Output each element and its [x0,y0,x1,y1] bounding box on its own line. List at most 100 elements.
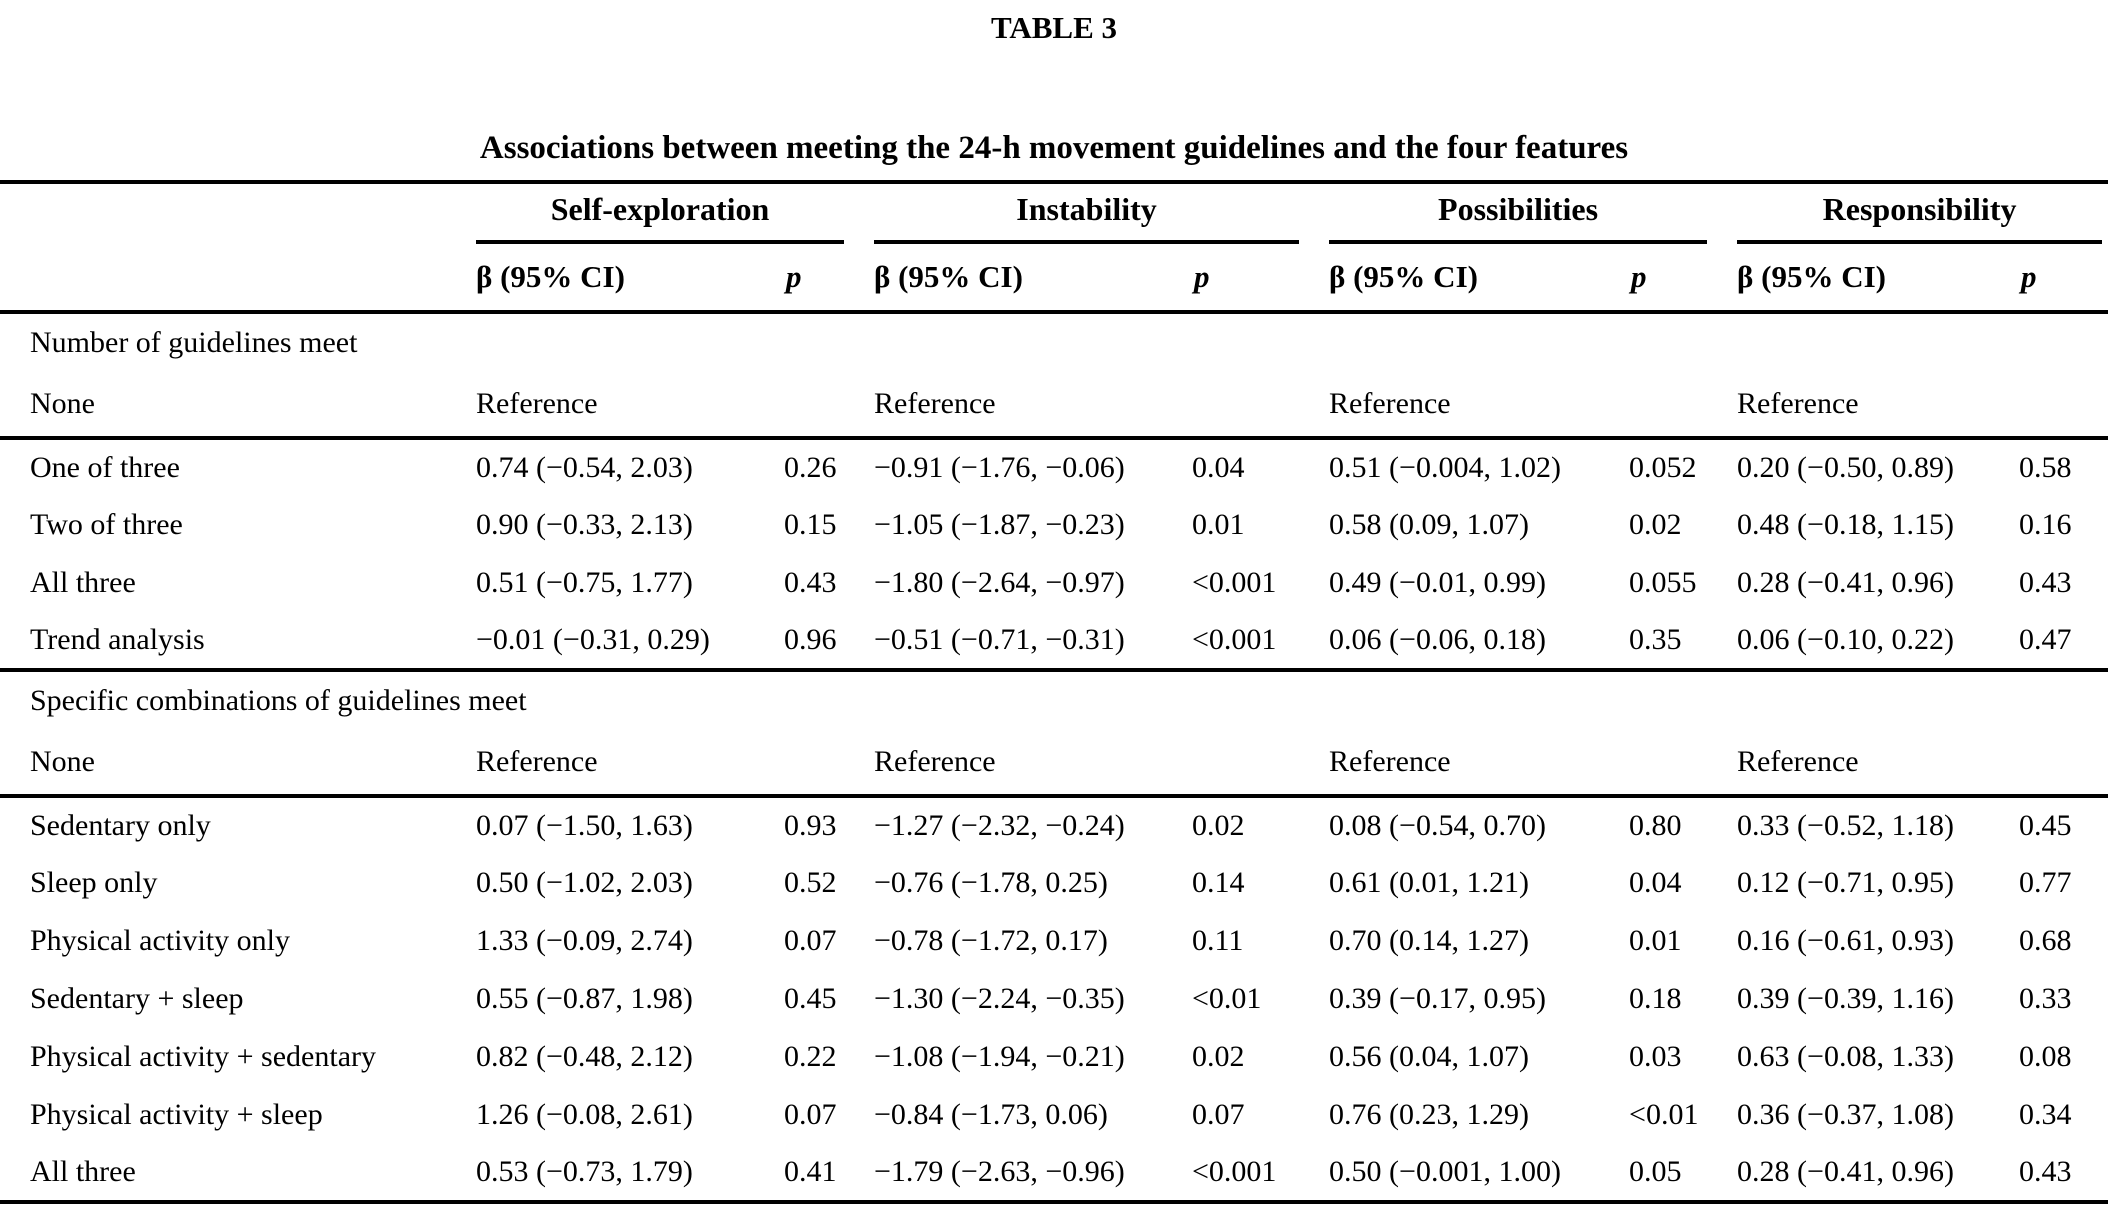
beta-ci-cell: 0.20 (−0.50, 0.89) [1737,451,1954,484]
p-value-cell: 0.07 [784,924,837,957]
table-row: None Reference Reference Reference Refer… [0,730,2108,798]
p-value-cell: <0.001 [1186,1144,1324,1204]
section-header: Number of guidelines meet [30,326,358,359]
beta-ci-cell: 0.61 (0.01, 1.21) [1329,866,1530,899]
beta-ci-cell: 0.90 (−0.33, 2.13) [476,508,693,541]
row-label: Sedentary only [30,809,211,842]
beta-ci-header: β (95% CI) [1323,244,1624,314]
table-row: All three 0.53 (−0.73, 1.79) 0.41 −1.79 … [0,1144,2108,1204]
beta-ci-cell: 0.12 (−0.71, 0.95) [1737,866,1954,899]
p-value-cell: 0.05 [1623,1144,1732,1204]
table-row: Physical activity + sleep 1.26 (−0.08, 2… [0,1086,2108,1144]
beta-ci-cell: 0.76 (0.23, 1.29) [1329,1098,1530,1131]
beta-ci-cell: 0.51 (−0.75, 1.77) [476,566,693,599]
table-row: All three 0.51 (−0.75, 1.77) 0.43 −1.80 … [0,554,2108,612]
beta-ci-cell: −1.30 (−2.24, −0.35) [874,982,1125,1015]
table-body: Number of guidelines meet None Reference… [0,312,2108,1204]
beta-ci-cell: 0.50 (−1.02, 2.03) [476,866,693,899]
row-label: Physical activity only [30,924,290,957]
group-header-possibilities: Possibilities [1323,182,1731,244]
p-value-cell: <0.01 [1192,982,1262,1015]
beta-ci-cell: Reference [470,730,778,798]
p-value-cell: <0.001 [1186,612,1324,672]
beta-ci-cell: −0.84 (−1.73, 0.06) [874,1098,1108,1131]
group-header-label: Self-exploration [476,191,845,244]
row-label: All three [0,1144,470,1204]
row-label: One of three [30,451,180,484]
row-label: Physical activity + sedentary [30,1040,376,1073]
p-header: p [778,244,869,314]
beta-ci-cell: −0.01 (−0.31, 0.29) [470,612,778,672]
p-value-cell: 0.14 [1192,866,1245,899]
table-header: Self-exploration Instability Possibiliti… [0,182,2108,314]
p-value-cell: 0.08 [2019,1040,2072,1073]
beta-ci-cell: 0.28 (−0.41, 0.96) [1737,566,1954,599]
beta-ci-cell: 0.06 (−0.10, 0.22) [1731,612,2014,672]
p-value-cell: <0.01 [1629,1098,1699,1131]
table-row: Two of three 0.90 (−0.33, 2.13) 0.15 −1.… [0,496,2108,554]
p-value-cell: 0.43 [2019,566,2072,599]
p-value-cell: 0.96 [778,612,869,672]
beta-ci-cell: −0.76 (−1.78, 0.25) [874,866,1108,899]
empty-corner-cell [0,244,470,314]
p-value-cell: 0.77 [2019,866,2072,899]
beta-ci-cell: 1.26 (−0.08, 2.61) [476,1098,693,1131]
beta-ci-cell: 0.48 (−0.18, 1.15) [1737,508,1954,541]
p-value-cell: 0.07 [1192,1098,1245,1131]
beta-ci-cell: −0.51 (−0.71, −0.31) [868,612,1187,672]
beta-ci-cell: 0.70 (0.14, 1.27) [1329,924,1530,957]
beta-ci-cell: 0.63 (−0.08, 1.33) [1737,1040,1954,1073]
beta-ci-cell: 0.16 (−0.61, 0.93) [1737,924,1954,957]
row-label: None [0,372,470,440]
table-row: Sleep only 0.50 (−1.02, 2.03) 0.52 −0.76… [0,854,2108,912]
beta-ci-cell: 0.08 (−0.54, 0.70) [1329,809,1546,842]
beta-ci-cell: 0.51 (−0.004, 1.02) [1329,451,1561,484]
beta-ci-cell: −1.27 (−2.32, −0.24) [874,809,1125,842]
beta-ci-cell: 0.74 (−0.54, 2.03) [476,451,693,484]
p-value-cell: 0.26 [784,451,837,484]
p-value-cell [1623,372,1732,440]
beta-ci-cell: −0.91 (−1.76, −0.06) [874,451,1125,484]
p-value-cell: 0.18 [1629,982,1682,1015]
beta-ci-cell: 0.55 (−0.87, 1.98) [476,982,693,1015]
p-value-cell: 0.41 [778,1144,869,1204]
row-label: All three [30,566,136,599]
beta-ci-cell: 0.56 (0.04, 1.07) [1329,1040,1530,1073]
p-value-cell [1623,730,1732,798]
row-label: Trend analysis [0,612,470,672]
row-label: Two of three [30,508,183,541]
beta-ci-cell: −0.78 (−1.72, 0.17) [874,924,1108,957]
beta-ci-cell: −1.05 (−1.87, −0.23) [874,508,1125,541]
beta-ci-cell: Reference [1323,730,1624,798]
p-value-cell: 0.93 [784,809,837,842]
p-value-cell: 0.15 [784,508,837,541]
p-value-cell: 0.16 [2019,508,2072,541]
p-value-cell [778,730,869,798]
p-value-cell: 0.45 [2019,809,2072,842]
beta-ci-cell: Reference [868,730,1187,798]
beta-ci-cell: 0.06 (−0.06, 0.18) [1323,612,1624,672]
beta-ci-header: β (95% CI) [868,244,1187,314]
p-value-cell: 0.01 [1629,924,1682,957]
section-header-row: Number of guidelines meet [0,312,2108,372]
beta-ci-cell: −1.79 (−2.63, −0.96) [868,1144,1187,1204]
row-label: None [0,730,470,798]
group-header-instability: Instability [868,182,1323,244]
beta-ci-header: β (95% CI) [1731,244,2014,314]
beta-ci-cell: 0.33 (−0.52, 1.18) [1737,809,1954,842]
group-header-label: Instability [874,191,1300,244]
table-row: Sedentary + sleep 0.55 (−0.87, 1.98) 0.4… [0,970,2108,1028]
empty-corner-cell [0,182,470,244]
p-value-cell: 0.68 [2019,924,2072,957]
table-row: Sedentary only 0.07 (−1.50, 1.63) 0.93 −… [0,796,2108,854]
p-value-cell [2013,730,2108,798]
p-value-cell [1186,372,1324,440]
section-header-row: Specific combinations of guidelines meet [0,670,2108,730]
beta-ci-cell: 0.28 (−0.41, 0.96) [1731,1144,2014,1204]
beta-ci-cell: Reference [1731,372,2014,440]
beta-ci-cell: 0.50 (−0.001, 1.00) [1323,1144,1624,1204]
p-value-cell: 0.34 [2019,1098,2072,1131]
p-value-cell: 0.47 [2013,612,2108,672]
beta-ci-cell: 0.39 (−0.17, 0.95) [1329,982,1546,1015]
p-value-cell: 0.02 [1629,508,1682,541]
